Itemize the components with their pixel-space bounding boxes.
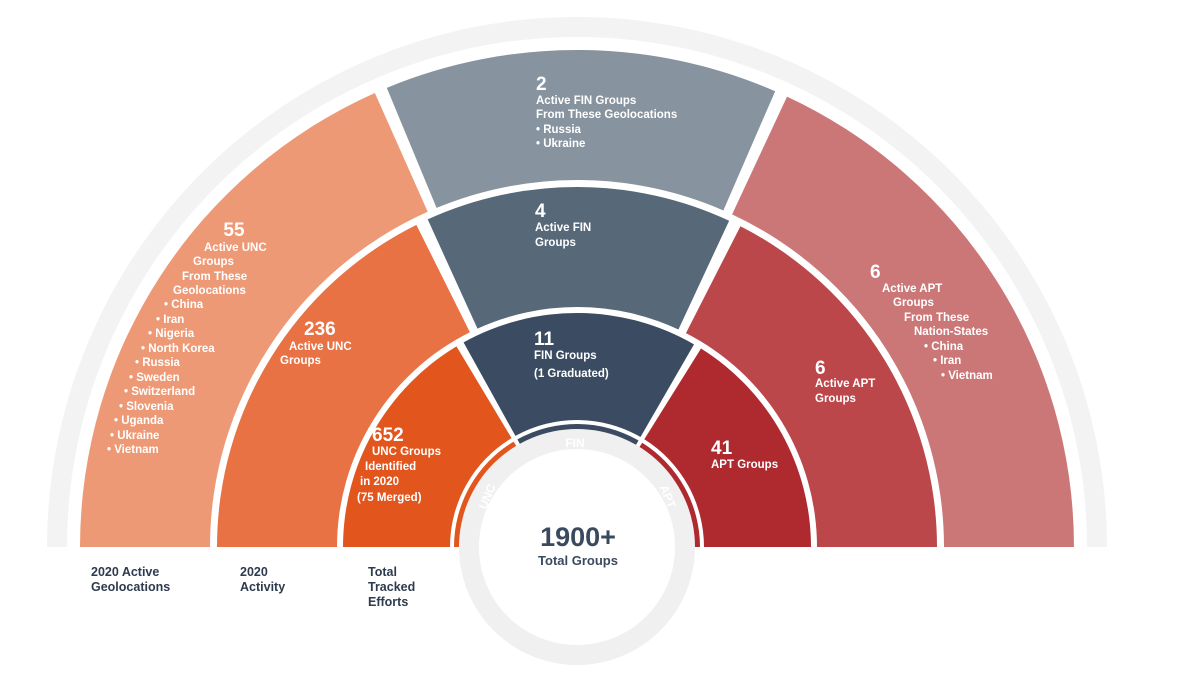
unc-geolocations-text: 55 Active UNC Groups From These Geolocat… xyxy=(107,220,267,456)
fin-tracked-segment xyxy=(463,313,694,438)
segment-number: 4 xyxy=(535,201,546,222)
apt-tracked-segment xyxy=(644,348,811,547)
segment-line: Active FIN Groups xyxy=(536,95,636,107)
segment-number: 41 xyxy=(711,438,733,459)
segment-number: 2 xyxy=(536,74,547,95)
segment-line: • Iran xyxy=(156,314,184,326)
segment-line: From These xyxy=(904,312,969,324)
segment-line: Active UNC xyxy=(204,242,267,254)
segment-line: Identified xyxy=(365,461,416,473)
fin-activity-segment xyxy=(427,187,730,330)
segment-line: Nation-States xyxy=(914,326,988,338)
segment-line: UNC Groups xyxy=(372,446,441,458)
segment-number: 11 xyxy=(534,329,555,350)
segment-line: From These Geolocations xyxy=(536,109,677,121)
band-label-line: Activity xyxy=(240,580,285,594)
apt-activity-text: 6 Active APT Groups xyxy=(815,358,875,405)
segment-line: • Vietnam xyxy=(107,444,159,456)
band-label-activity: 2020 Activity xyxy=(240,565,285,594)
segment-line: Active APT xyxy=(882,283,942,295)
segment-line: Groups xyxy=(893,297,934,309)
segment-line: Groups xyxy=(280,355,321,367)
segment-line: • Russia xyxy=(135,357,181,369)
unc-tracked-text: 652 UNC Groups Identified in 2020 (75 Me… xyxy=(357,425,441,504)
apt-activity-segment xyxy=(685,226,937,547)
unc-activity-text: 236 Active UNC Groups xyxy=(280,319,352,367)
segment-line: FIN Groups xyxy=(534,350,597,362)
band-label-line: Geolocations xyxy=(91,580,170,594)
segment-line: From These xyxy=(182,271,247,283)
segment-line: • Iran xyxy=(933,355,961,367)
segment-number: 6 xyxy=(870,262,881,283)
fin-geolocations-segment xyxy=(386,49,776,211)
segment-number: 652 xyxy=(372,425,404,446)
band-label-line: 2020 Active xyxy=(91,565,159,579)
segment-line: Groups xyxy=(535,237,576,249)
segment-line: • Switzerland xyxy=(124,386,195,398)
segment-line: Active FIN xyxy=(535,222,591,234)
unc-tracked-segment xyxy=(343,346,512,547)
segment-line: • North Korea xyxy=(141,343,215,355)
segment-line: • Ukraine xyxy=(110,430,159,442)
apt-tracked-text: 41 APT Groups xyxy=(711,438,778,471)
segment-line: • Vietnam xyxy=(941,370,993,382)
segment-line: Geolocations xyxy=(173,285,246,297)
segment-line: (1 Graduated) xyxy=(534,368,609,380)
apt-nation-states-text: 6 Active APT Groups From These Nation-St… xyxy=(870,262,993,382)
apt-nation-states-segment xyxy=(732,96,1074,547)
segment-line: APT Groups xyxy=(711,459,778,471)
segment-line: in 2020 xyxy=(360,476,399,488)
band-label-line: Efforts xyxy=(368,595,408,609)
segment-line: • Slovenia xyxy=(119,401,174,413)
total-groups-number: 1900+ xyxy=(540,522,616,552)
center-disc xyxy=(479,449,675,645)
segment-line: • Sweden xyxy=(129,372,180,384)
band-label-line: 2020 xyxy=(240,565,268,579)
fin-activity-text: 4 Active FIN Groups xyxy=(535,201,591,249)
unc-activity-segment xyxy=(217,224,470,548)
fin-geolocations-text: 2 Active FIN Groups From These Geolocati… xyxy=(536,74,677,150)
band-label-tracked: Total Tracked Efforts xyxy=(368,565,415,609)
segment-line: Groups xyxy=(193,256,234,268)
total-groups-label: Total Groups xyxy=(538,553,618,568)
segment-line: • Russia xyxy=(536,124,582,136)
inner-label-fin: FIN xyxy=(565,436,584,450)
segment-line: Groups xyxy=(815,393,856,405)
segment-number: 6 xyxy=(815,358,826,379)
segment-line: • Nigeria xyxy=(148,328,195,340)
segment-line: (75 Merged) xyxy=(357,492,422,504)
band-label-line: Tracked xyxy=(368,580,415,594)
fin-tracked-text: 11 FIN Groups (1 Graduated) xyxy=(534,329,609,380)
band-label-line: Total xyxy=(368,565,397,579)
segment-line: • China xyxy=(164,299,204,311)
segment-number: 236 xyxy=(304,319,336,340)
band-label-geolocations: 2020 Active Geolocations xyxy=(91,565,170,594)
unc-geolocations-segment xyxy=(80,92,428,548)
segment-line: • China xyxy=(924,341,964,353)
segment-line: Active APT xyxy=(815,378,875,390)
segment-line: • Ukraine xyxy=(536,138,585,150)
segment-line: Active UNC xyxy=(289,341,352,353)
segment-line: • Uganda xyxy=(114,415,164,427)
segment-number: 55 xyxy=(223,220,245,241)
